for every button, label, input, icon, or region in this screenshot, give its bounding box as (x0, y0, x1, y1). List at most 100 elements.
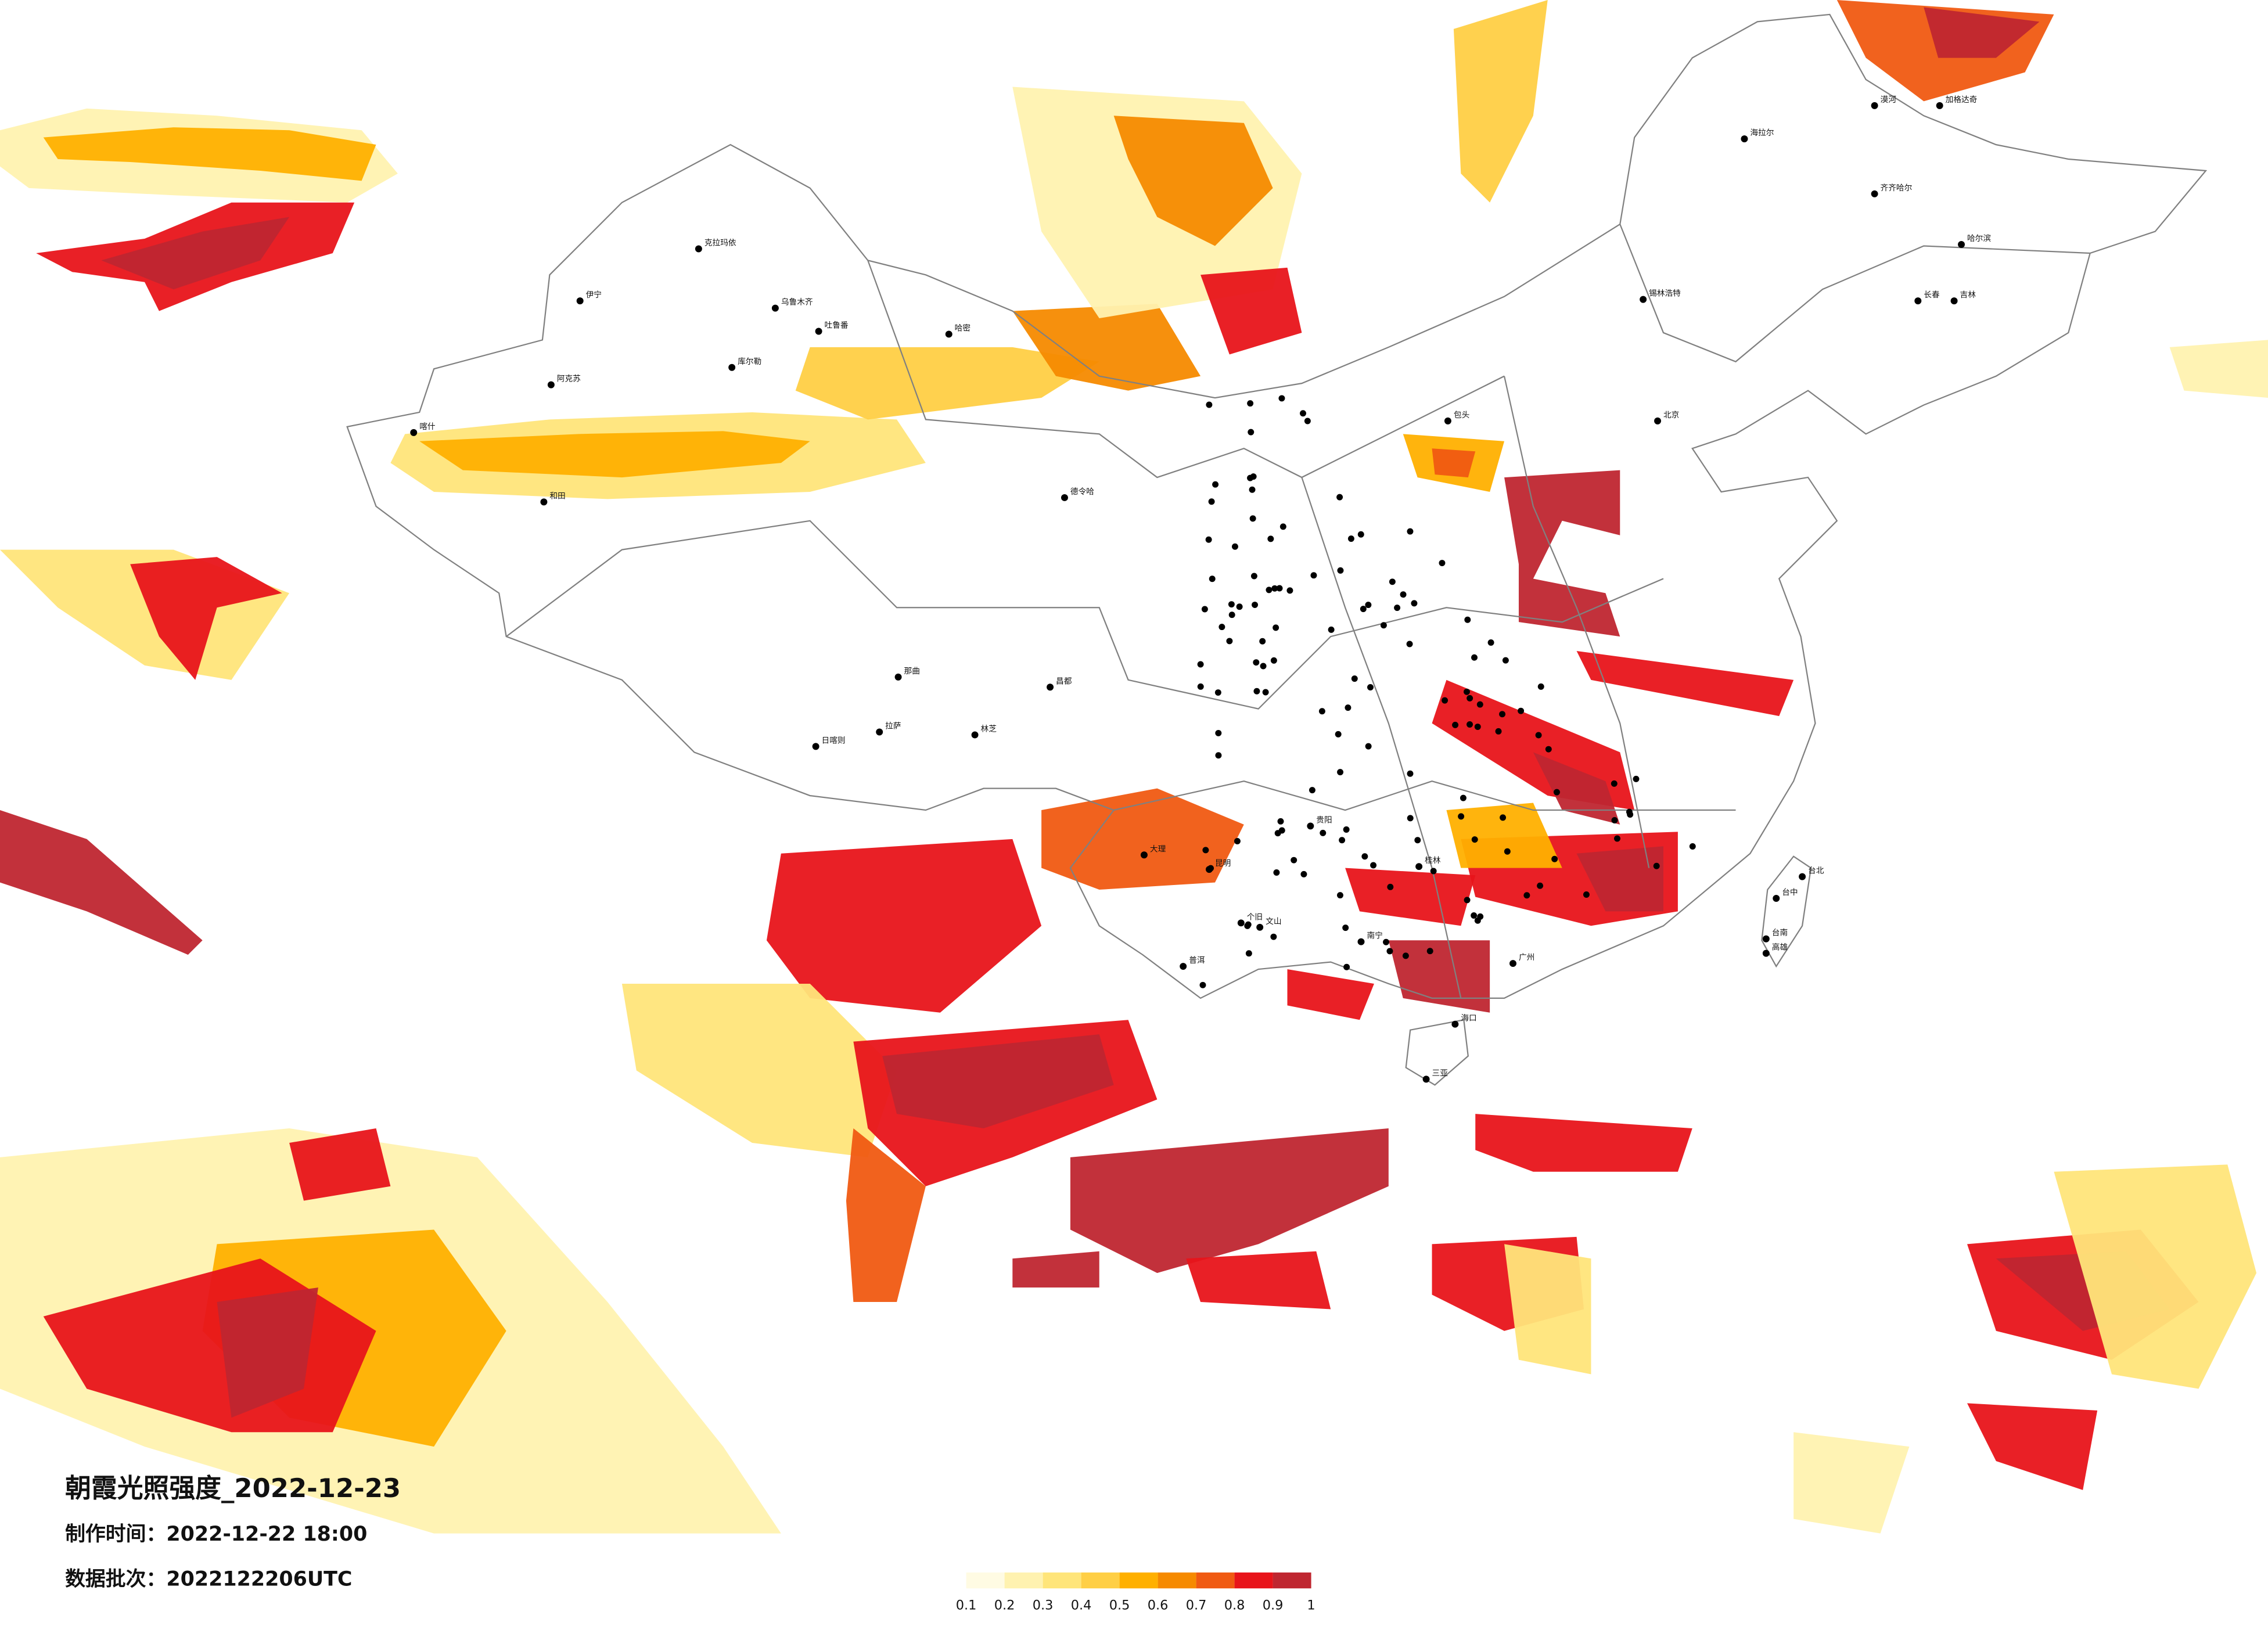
cloud-patch (1446, 803, 1562, 868)
legend-swatch (1273, 1572, 1311, 1589)
city-label: 漠河 (1881, 95, 1897, 105)
city-dot (1339, 837, 1346, 844)
city-dot (1467, 695, 1473, 702)
city-dot (1422, 1075, 1430, 1083)
city-label: 库尔勒 (738, 357, 761, 366)
city-label: 那曲 (904, 667, 920, 676)
city-label: 齐齐哈尔 (1881, 184, 1913, 193)
city-dot (1611, 817, 1618, 824)
city-dot (1278, 827, 1285, 834)
city-dot (1537, 882, 1544, 889)
city-dot (1407, 815, 1414, 822)
city-dot (1871, 190, 1878, 197)
city-label: 长春 (1924, 290, 1940, 300)
cloud-patch (1388, 940, 1490, 1013)
cloud-patch (1070, 1128, 1389, 1274)
cloud-patch (1504, 1244, 1591, 1375)
cloud-patch (1041, 788, 1244, 890)
city-dot (410, 429, 418, 436)
cloud-patch (1924, 7, 2040, 58)
cloud-patch (2054, 1164, 2257, 1389)
city-dot (1337, 567, 1344, 574)
city-dot (1471, 654, 1478, 661)
province-line (1301, 477, 1462, 999)
city-label: 桂林 (1425, 856, 1441, 865)
city-dot (945, 330, 953, 338)
city-dot (1799, 873, 1806, 880)
city-dot (1276, 585, 1283, 592)
city-dot (1262, 689, 1269, 696)
city-dot (1328, 626, 1335, 633)
title: 朝霞光照强度_2022-12-23 (65, 1473, 401, 1503)
city-dot (1271, 585, 1278, 592)
city-dot (1209, 575, 1216, 582)
taiwan-border (1761, 855, 1812, 968)
cloud-patch (130, 557, 282, 680)
cloud-patch (0, 810, 203, 955)
city-dot (1499, 711, 1506, 718)
city-dot (1300, 410, 1306, 417)
city-dot (1336, 892, 1343, 899)
city-dot (876, 728, 883, 736)
city-dot (1202, 847, 1209, 854)
city-dot (1426, 948, 1433, 955)
cloud-patch (1432, 448, 1476, 478)
cloud-patch (1345, 868, 1476, 926)
city-dot (1197, 661, 1204, 668)
city-dot (1248, 429, 1255, 436)
city-dot (1273, 624, 1279, 631)
city-dot (1654, 417, 1662, 425)
city-dot (1400, 591, 1407, 598)
city-dot (1279, 523, 1286, 530)
city-dot (1231, 543, 1238, 550)
city-dot (1234, 837, 1241, 844)
city-dot (1205, 536, 1212, 543)
city-dot (1270, 933, 1277, 940)
city-dot (1476, 701, 1483, 708)
city-dot (1389, 578, 1396, 585)
city-dot (1247, 474, 1254, 481)
legend-tick-label: 0.5 (1109, 1598, 1130, 1613)
cloud-patch (1475, 1114, 1692, 1172)
city-dot (1370, 862, 1377, 869)
city-dot (1214, 689, 1221, 696)
city-dot (1342, 924, 1349, 931)
city-dot (1452, 721, 1459, 728)
city-dot (1320, 829, 1327, 836)
city-dot (1215, 752, 1222, 759)
city-dot (1640, 296, 1647, 303)
cloud-patch (1576, 846, 1663, 912)
city-dot (1343, 826, 1350, 833)
cloud-patch (1793, 1432, 1910, 1534)
legend-swatch (1004, 1572, 1043, 1589)
cloud-patch (1453, 0, 1548, 203)
cloud-patch (419, 431, 810, 478)
city-dot (1553, 789, 1560, 796)
cloud-patch (1533, 752, 1620, 825)
city-dot (1500, 814, 1507, 821)
province-line (867, 260, 1505, 479)
city-dot (1351, 675, 1358, 682)
city-dot (1357, 531, 1364, 538)
city-label: 林芝 (981, 725, 997, 734)
legend-swatch (1196, 1572, 1235, 1589)
legend-tick-label: 0.8 (1224, 1598, 1245, 1613)
legend-swatch (1119, 1572, 1158, 1589)
cloud-patch (621, 983, 897, 1157)
city-label: 贵阳 (1316, 815, 1332, 825)
city-dot (1762, 949, 1770, 957)
city-dot (1464, 897, 1471, 904)
city-dot (728, 364, 736, 371)
city-dot (1439, 560, 1446, 567)
city-dot (1259, 638, 1266, 645)
city-label: 喀什 (419, 422, 436, 431)
city-dot (1253, 659, 1260, 666)
city-dot (812, 743, 820, 750)
city-dot (1504, 848, 1511, 855)
cloud-patch (846, 1128, 926, 1302)
city-label: 海拉尔 (1750, 128, 1774, 138)
city-dot (1228, 601, 1235, 608)
city-label: 大理 (1150, 844, 1166, 854)
city-dot (547, 381, 555, 388)
